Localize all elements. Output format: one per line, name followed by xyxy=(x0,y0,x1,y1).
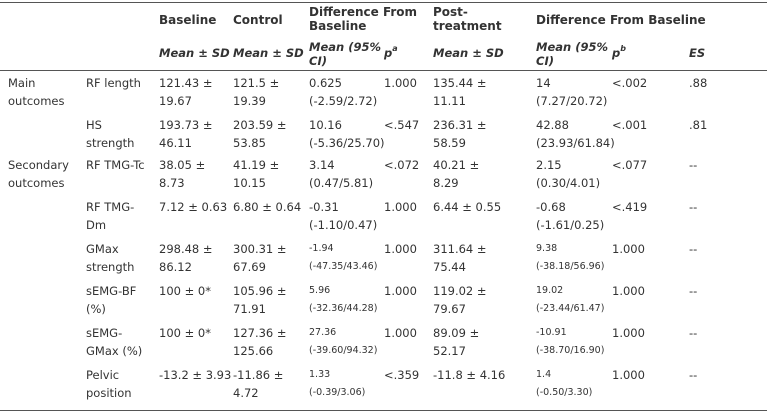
row-measure: sEMG-BF (%) xyxy=(86,284,137,316)
row-diff-value: 27.36 (-39.60/94.32) xyxy=(309,327,378,356)
subheader-post-mean-sd: Mean ± SD xyxy=(433,46,504,60)
row-diff2-p: 1.000 xyxy=(612,368,645,382)
row-control-value: 41.19 ±10.15 xyxy=(233,158,280,190)
row-diff2-value: 1.4 (-0.50/3.30) xyxy=(536,369,593,398)
row-control-value: 203.59 ±53.85 xyxy=(233,118,287,150)
row-diff-value: -0.31 (-1.10/0.47) xyxy=(309,200,378,232)
row-diff2-p: <.077 xyxy=(612,158,648,172)
row-diff-p: 1.000 xyxy=(384,76,417,90)
row-baseline-value: 298.48 ±86.12 xyxy=(159,242,213,274)
subheader-diff2-mean-ci: Mean (95% CI) xyxy=(536,40,608,68)
row-diff-value: 10.16 (-5.36/25.70) xyxy=(309,118,385,150)
row-diff-p: <.359 xyxy=(384,368,420,382)
header-difference-from-baseline: Difference From Baseline xyxy=(309,5,418,33)
row-control-value: 105.96 ±71.91 xyxy=(233,284,287,316)
row-es: -- xyxy=(689,284,698,298)
row-post-value: 89.09 ±52.17 xyxy=(433,326,480,358)
row-diff2-value: 14 (7.27/20.72) xyxy=(536,76,608,108)
group-label-secondary-outcomes: Secondary outcomes xyxy=(8,158,69,190)
row-diff-value: 1.33 (-0.39/3.06) xyxy=(309,369,366,398)
header-difference-from-baseline-2: Difference From Baseline xyxy=(536,13,706,27)
row-diff-value: 5.96 (-32.36/44.28) xyxy=(309,285,378,314)
row-measure: Pelvic position xyxy=(86,368,132,400)
header-bottom-rule xyxy=(0,70,767,71)
row-diff2-value: 19.02 (-23.44/61.47) xyxy=(536,285,605,314)
header-baseline: Baseline xyxy=(159,13,217,27)
row-measure: RF length xyxy=(86,76,141,90)
row-diff2-value: 2.15 (0.30/4.01) xyxy=(536,158,601,190)
row-diff2-value: -10.91 (-38.70/16.90) xyxy=(536,327,605,356)
row-diff2-value: 9.38 (-38.18/56.96) xyxy=(536,243,605,272)
row-control-value: 300.31 ±67.69 xyxy=(233,242,287,274)
row-diff-value: 3.14 (0.47/5.81) xyxy=(309,158,374,190)
row-post-value: 135.44 ±11.11 xyxy=(433,76,487,108)
row-diff-p: 1.000 xyxy=(384,242,417,256)
subheader-baseline-mean-sd: Mean ± SD xyxy=(159,46,230,60)
row-diff2-p: <.419 xyxy=(612,200,648,214)
row-baseline-value: 7.12 ± 0.63 xyxy=(159,200,228,214)
row-es: .81 xyxy=(689,118,708,132)
row-diff2-p: <.002 xyxy=(612,76,648,90)
row-diff2-p: 1.000 xyxy=(612,284,645,298)
row-diff2-p: <.001 xyxy=(612,118,648,132)
row-es: -- xyxy=(689,368,698,382)
row-diff2-value: -0.68 (-1.61/0.25) xyxy=(536,200,605,232)
row-control-value: 6.80 ± 0.64 xyxy=(233,200,302,214)
row-post-value: 236.31 ±58.59 xyxy=(433,118,487,150)
row-control-value: 127.36 ±125.66 xyxy=(233,326,287,358)
row-baseline-value: 100 ± 0* xyxy=(159,284,211,298)
row-diff-p: <.547 xyxy=(384,118,420,132)
subheader-diff-mean-ci: Mean (95% CI) xyxy=(309,40,381,68)
row-baseline-value: 193.73 ±46.11 xyxy=(159,118,213,150)
row-es: .88 xyxy=(689,76,708,90)
row-es: -- xyxy=(689,158,698,172)
row-diff-p: <.072 xyxy=(384,158,420,172)
row-baseline-value: 100 ± 0* xyxy=(159,326,211,340)
subheader-diff-p: pa xyxy=(384,44,398,60)
row-measure: RF TMG-Tc xyxy=(86,158,145,172)
row-baseline-value: -13.2 ± 3.93 xyxy=(159,368,232,382)
subheader-diff2-p: pb xyxy=(612,44,626,60)
row-baseline-value: 121.43 ±19.67 xyxy=(159,76,213,108)
row-measure: sEMG- GMax (%) xyxy=(86,326,143,358)
row-baseline-value: 38.05 ±8.73 xyxy=(159,158,206,190)
row-diff-value: -1.94 (-47.35/43.46) xyxy=(309,243,378,272)
row-post-value: 119.02 ±79.67 xyxy=(433,284,487,316)
table-bottom-rule xyxy=(0,410,767,411)
row-diff-p: 1.000 xyxy=(384,200,417,214)
row-measure: HS strength xyxy=(86,118,135,150)
row-control-value: 121.5 ±19.39 xyxy=(233,76,280,108)
header-control: Control xyxy=(233,13,283,27)
row-diff2-p: 1.000 xyxy=(612,242,645,256)
row-es: -- xyxy=(689,242,698,256)
subheader-control-mean-sd: Mean ± SD xyxy=(233,46,304,60)
subheader-es: ES xyxy=(689,46,706,60)
row-post-value: 40.21 ±8.29 xyxy=(433,158,480,190)
row-post-value: 6.44 ± 0.55 xyxy=(433,200,502,214)
row-diff-p: 1.000 xyxy=(384,284,417,298)
row-diff-value: 0.625 (-2.59/2.72) xyxy=(309,76,378,108)
row-measure: GMax strength xyxy=(86,242,135,274)
row-post-value: -11.8 ± 4.16 xyxy=(433,368,506,382)
row-measure: RF TMG- Dm xyxy=(86,200,135,232)
row-diff-p: 1.000 xyxy=(384,326,417,340)
header-post-treatment: Post-treatment xyxy=(433,5,502,33)
row-control-value: -11.86 ±4.72 xyxy=(233,368,284,400)
row-diff2-p: 1.000 xyxy=(612,326,645,340)
row-diff2-value: 42.88 (23.93/61.84) xyxy=(536,118,615,150)
table-top-rule xyxy=(0,2,767,3)
group-label-main-outcomes: Main outcomes xyxy=(8,76,65,108)
row-es: -- xyxy=(689,326,698,340)
row-es: -- xyxy=(689,200,698,214)
row-post-value: 311.64 ±75.44 xyxy=(433,242,487,274)
